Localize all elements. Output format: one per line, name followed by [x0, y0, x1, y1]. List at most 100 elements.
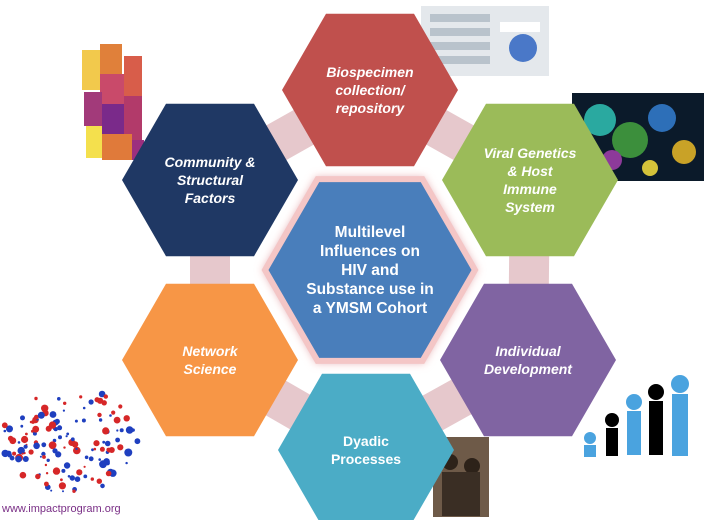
network-node-dot — [98, 458, 101, 461]
network-node-dot — [109, 414, 112, 417]
network-node-dot — [44, 481, 49, 487]
network-node-dot — [103, 458, 110, 465]
network-node-dot — [52, 467, 61, 475]
network-node-dot — [97, 397, 104, 404]
network-node-dot — [34, 414, 39, 420]
network-node-dot — [71, 441, 79, 448]
network-node-dot — [115, 437, 120, 443]
network-node-dot — [116, 429, 119, 432]
network-node-dot — [66, 432, 70, 436]
network-node-dot — [105, 470, 112, 477]
network-node-dot — [42, 455, 46, 459]
network-node-dot — [96, 478, 103, 484]
network-node-dot — [17, 446, 25, 455]
network-node-dot — [90, 477, 95, 481]
network-node-dot — [100, 483, 105, 489]
network-node-dot — [70, 437, 75, 442]
couple-photo-image — [433, 437, 489, 517]
network-node-dot — [48, 421, 57, 429]
network-node-dot — [29, 420, 33, 424]
network-node-dot — [119, 428, 124, 433]
network-node-dot — [103, 394, 109, 399]
network-node-dot — [44, 463, 48, 467]
network-node-dot — [21, 452, 24, 455]
network-node-dot — [74, 476, 81, 483]
network-node-dot — [99, 446, 105, 452]
network-node-dot — [123, 415, 130, 422]
network-node-dot — [55, 451, 62, 458]
hexagon-viral-genetics — [442, 103, 618, 257]
network-node-dot — [28, 449, 34, 455]
network-node-dot — [97, 412, 102, 418]
network-node-dot — [62, 401, 67, 405]
network-node-dot — [35, 473, 41, 480]
network-node-dot — [21, 435, 29, 444]
network-node-dot — [15, 455, 22, 463]
network-node-dot — [25, 432, 28, 436]
network-node-dot — [48, 441, 57, 450]
network-node-dot — [81, 418, 86, 423]
network-node-dot — [88, 399, 94, 405]
network-node-dot — [1, 422, 8, 429]
network-node-dot — [102, 440, 106, 444]
network-node-dot — [111, 410, 116, 415]
network-node-dot — [41, 451, 46, 457]
network-node-dot — [62, 490, 64, 493]
hexagon-layer — [122, 13, 618, 520]
network-node-dot — [117, 444, 124, 451]
network-node-dot — [65, 435, 68, 438]
network-node-dot — [3, 429, 7, 433]
network-node-dot — [62, 409, 65, 412]
network-node-dot — [52, 438, 57, 443]
network-node-dot — [125, 461, 128, 465]
network-node-dot — [34, 396, 38, 401]
network-node-dot — [7, 435, 14, 442]
network-node-dot — [82, 406, 86, 410]
network-node-dot — [22, 456, 29, 462]
network-node-dot — [93, 440, 100, 447]
network-node-dot — [113, 416, 121, 424]
network-node-dot — [83, 465, 86, 468]
network-node-dot — [41, 442, 47, 448]
network-node-dot — [75, 447, 78, 451]
hexagon-biospecimen — [282, 13, 458, 167]
network-node-dot — [58, 435, 62, 440]
network-node-dot — [33, 442, 40, 450]
network-node-dot — [57, 397, 61, 401]
network-node-dot — [39, 455, 42, 458]
network-node-dot — [6, 425, 13, 433]
network-node-dot — [74, 419, 78, 423]
network-node-dot — [61, 468, 66, 473]
network-node-dot — [134, 438, 141, 445]
network-node-dot — [79, 395, 83, 399]
network-node-dot — [32, 431, 37, 436]
network-node-dot — [19, 471, 27, 479]
network-node-dot — [91, 448, 94, 452]
hexagon-network-science — [122, 283, 298, 437]
network-node-dot — [49, 411, 57, 418]
network-node-dot — [58, 482, 66, 490]
website-footer[interactable]: www.impactprogram.org — [2, 503, 121, 515]
network-node-dot — [106, 447, 111, 452]
network-node-dot — [102, 427, 110, 435]
network-node-dot — [98, 390, 106, 398]
network-node-dot — [124, 448, 133, 457]
network-node-dot — [1, 449, 9, 458]
hexagon-dyadic-processes — [278, 373, 454, 520]
network-node-dot — [118, 404, 123, 409]
network-node-dot — [50, 489, 53, 492]
network-node-dot — [63, 462, 71, 469]
network-node-dot — [60, 478, 63, 482]
network-node-dot — [73, 446, 81, 455]
network-node-dot — [72, 489, 76, 493]
network-node-dot — [84, 455, 89, 460]
network-node-dot — [104, 440, 111, 447]
network-node-dot — [98, 418, 103, 422]
network-graph-image — [1, 390, 141, 493]
network-node-dot — [93, 447, 97, 451]
network-node-dot — [83, 474, 88, 479]
network-node-dot — [20, 424, 24, 428]
network-node-dot — [37, 411, 45, 419]
network-node-dot — [12, 451, 17, 456]
